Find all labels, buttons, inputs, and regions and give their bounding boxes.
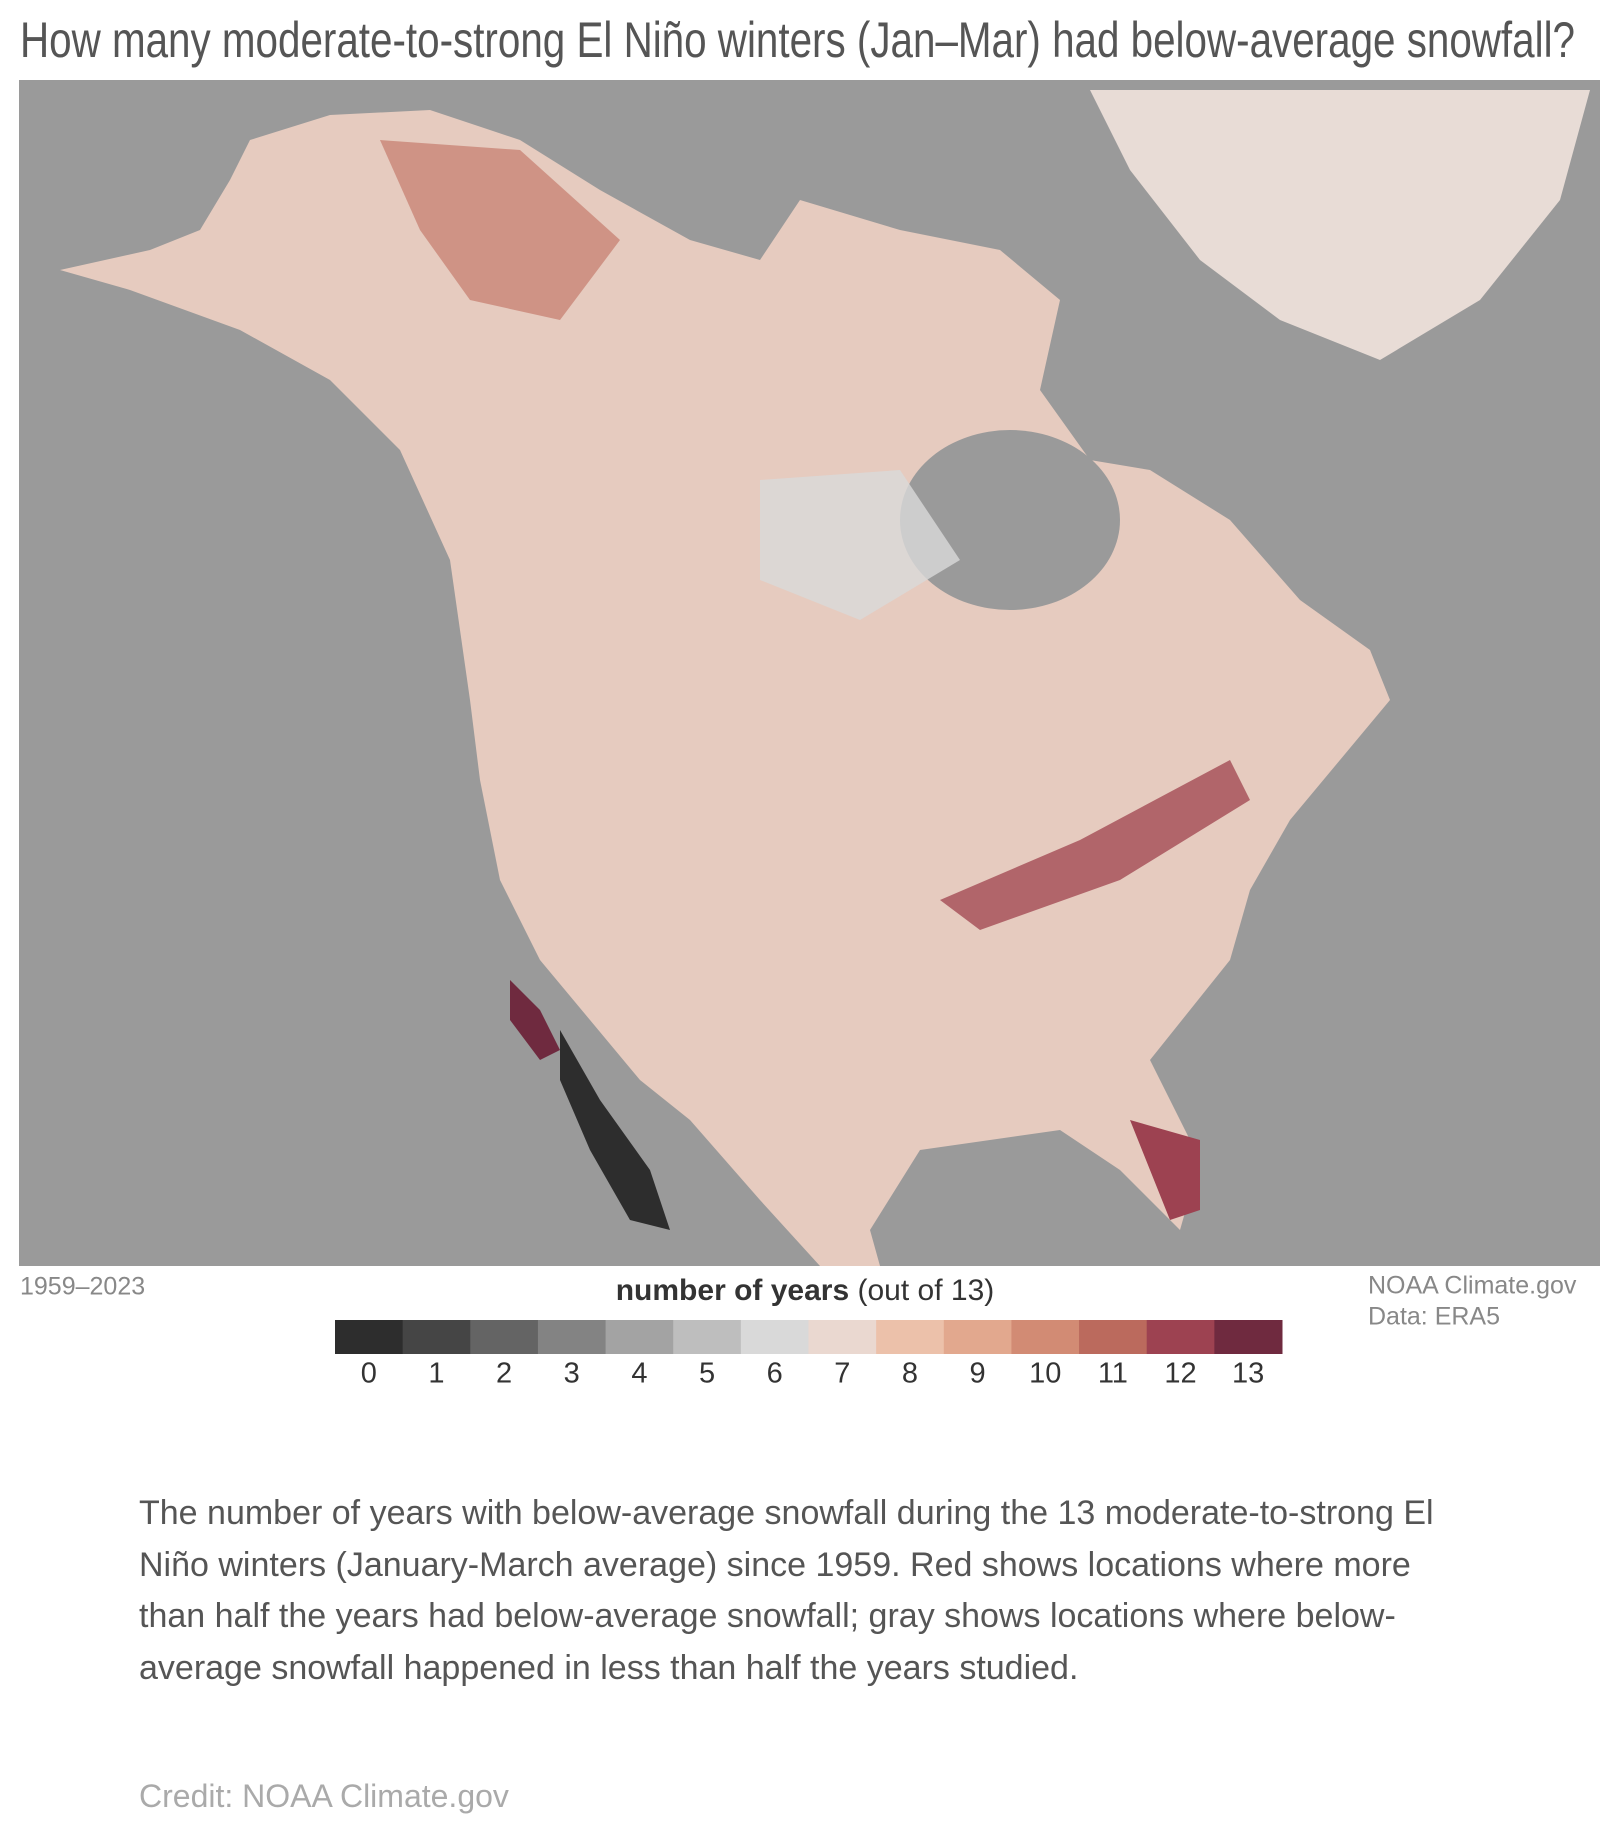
- legend-swatch: [740, 1320, 809, 1354]
- figure: How many moderate-to-strong El Niño wint…: [19, 12, 1600, 1390]
- legend-swatch: [876, 1320, 945, 1354]
- legend-tick-label: 10: [1029, 1358, 1061, 1390]
- credit: Credit: NOAA Climate.gov: [139, 1778, 509, 1814]
- legend-tick-label: 3: [564, 1358, 580, 1390]
- legend-tick-label: 8: [902, 1358, 918, 1390]
- legend-tick-label: 0: [361, 1358, 377, 1390]
- legend-tick-label: 6: [767, 1358, 783, 1390]
- legend-tick-label: 9: [970, 1358, 986, 1390]
- legend-swatch: [1146, 1320, 1215, 1354]
- legend-title-bold: number of years: [616, 1274, 849, 1307]
- source: Data: ERA5: [1368, 1303, 1500, 1331]
- legend-tick-label: 4: [631, 1358, 647, 1390]
- legend-swatch: [1079, 1320, 1148, 1354]
- title: How many moderate-to-strong El Niño wint…: [20, 12, 1575, 68]
- legend-swatch: [808, 1320, 877, 1354]
- legend-tick-label: 2: [496, 1358, 512, 1390]
- source: NOAA Climate.gov: [1368, 1272, 1577, 1300]
- legend-swatch: [1011, 1320, 1080, 1354]
- caption: The number of years with below-average s…: [139, 1494, 1434, 1687]
- legend-swatch: [335, 1320, 404, 1354]
- legend-tick-label: 12: [1164, 1358, 1196, 1390]
- legend-title-rest: (out of 13): [858, 1274, 995, 1307]
- legend-swatch: [1214, 1320, 1283, 1354]
- legend-swatch: [537, 1320, 607, 1354]
- legend-swatch: [402, 1320, 471, 1354]
- legend-tick-label: 5: [699, 1358, 715, 1390]
- legend-swatch: [943, 1320, 1012, 1354]
- period: 1959–2023: [20, 1273, 145, 1301]
- legend-swatch: [470, 1320, 539, 1354]
- map: [19, 80, 1600, 1266]
- legend-swatch: [673, 1320, 742, 1354]
- legend-title: number of years (out of 13): [616, 1274, 995, 1307]
- legend-tick-label: 1: [428, 1358, 444, 1390]
- legend-swatch: [605, 1320, 674, 1354]
- legend-tick-label: 7: [834, 1358, 850, 1390]
- legend-tick-label: 13: [1232, 1358, 1264, 1390]
- legend-tick-label: 11: [1098, 1358, 1128, 1390]
